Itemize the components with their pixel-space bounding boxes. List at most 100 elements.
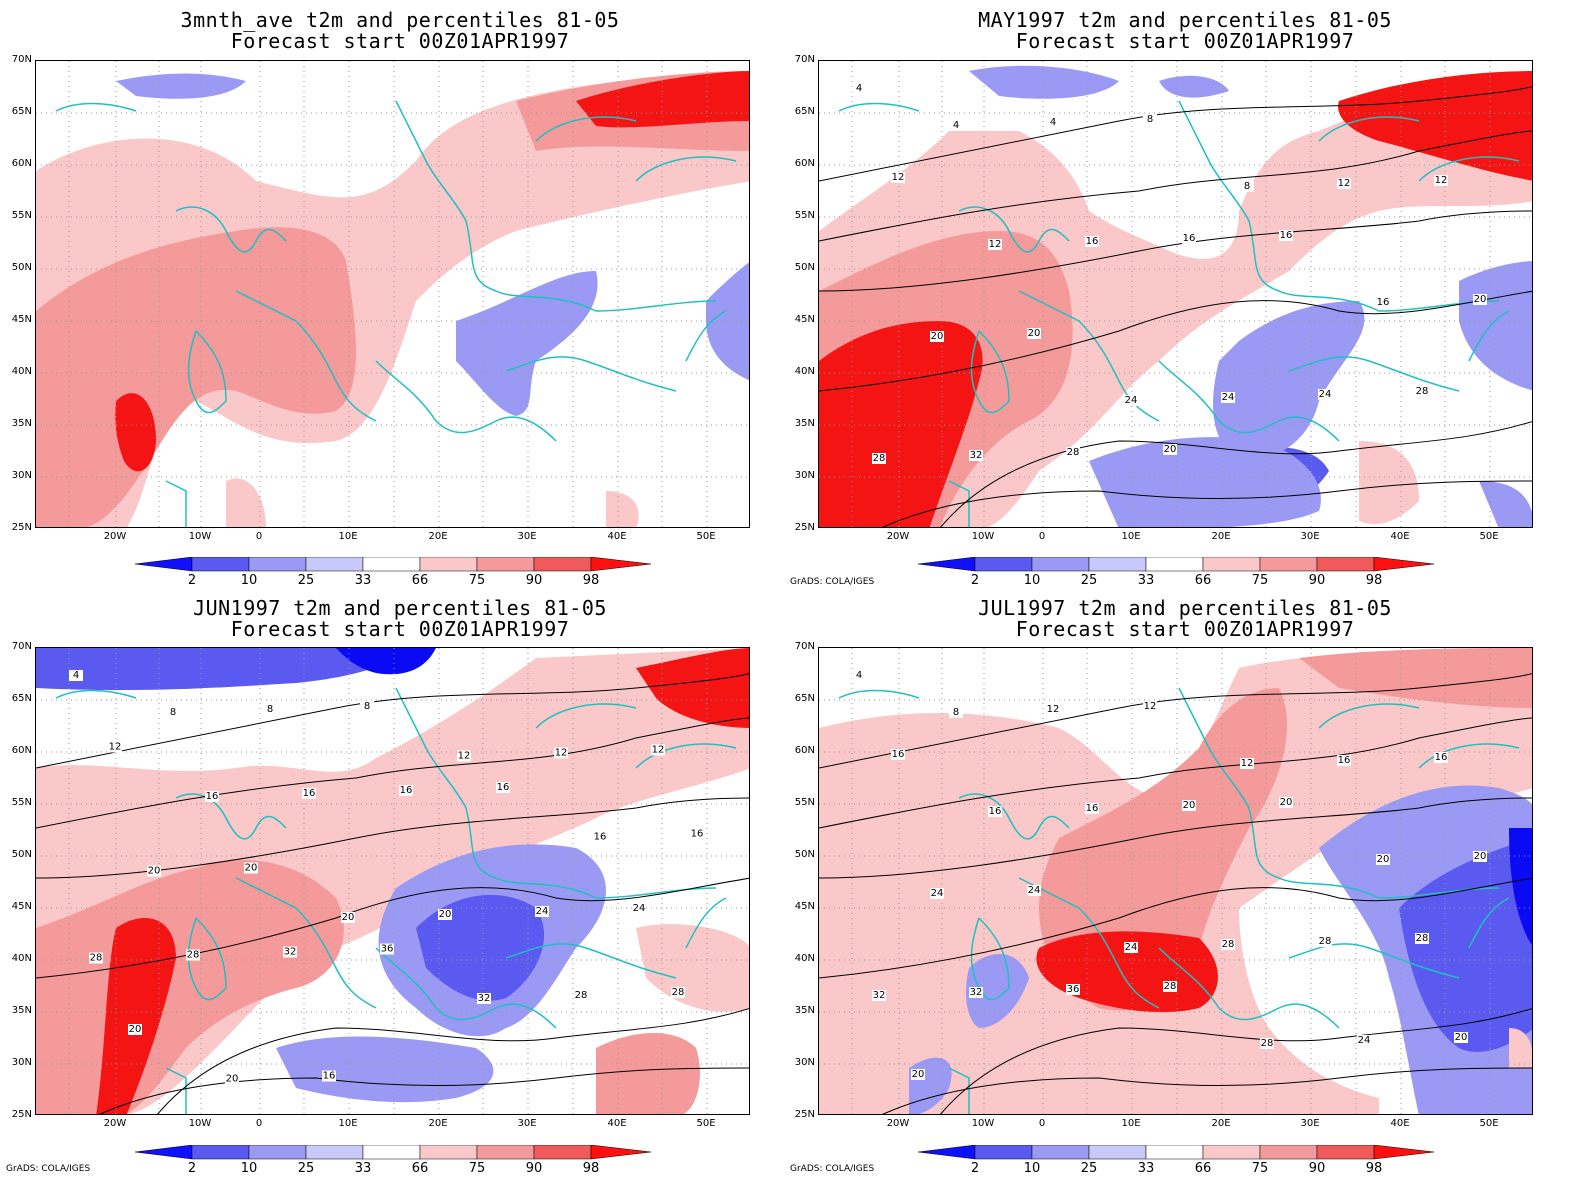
contour-label-bg: [457, 750, 471, 762]
latitude-label: 25N: [794, 1109, 815, 1120]
longitude-label: 30E: [1300, 531, 1320, 542]
coastline: [1158, 360, 1340, 442]
contour-label-bg: [438, 909, 452, 920]
panel-title: 3mnth_ave t2m and percentiles 81-05 Fore…: [150, 10, 650, 52]
contour-label-bg: [108, 741, 122, 753]
longitude-label: 20W: [103, 531, 127, 542]
percentile-shading-region: [1509, 828, 1532, 946]
coastline: [948, 480, 970, 527]
temperature-contour: [940, 1008, 1532, 1114]
contour-label-bg: [554, 747, 568, 759]
percentile-shading-region: [1359, 441, 1419, 525]
contour-label: 20: [245, 863, 258, 874]
coastline: [187, 330, 227, 414]
contour-label-bg: [1163, 981, 1177, 992]
panel-title: JUN1997 t2m and percentiles 81-05 Foreca…: [150, 598, 650, 640]
percentile-shading-region: [966, 954, 1029, 1028]
latitude-label: 55N: [11, 797, 32, 808]
contour-label: 4: [856, 83, 862, 94]
percentile-shading-region: [336, 648, 436, 675]
percentile-shading-region: [1479, 481, 1532, 527]
latitude-label: 30N: [11, 470, 32, 481]
latitude-label: 40N: [794, 953, 815, 964]
coastline: [505, 356, 677, 392]
contour-label-bg: [1240, 181, 1254, 192]
latitude-label: 30N: [794, 1057, 815, 1068]
percentile-shading-region: [1089, 437, 1321, 527]
latitude-label: 45N: [794, 314, 815, 325]
coastline: [838, 102, 920, 112]
percentile-shading-region: [115, 393, 156, 472]
colorbar-low-arrow: [134, 1144, 193, 1160]
contour-label: 8: [1147, 114, 1153, 125]
colorbar: 2 10 25 33 66 75 90 98: [134, 556, 652, 588]
coastline: [1418, 156, 1520, 182]
contour-label-bg: [1046, 117, 1060, 128]
colorbar-segment: [533, 556, 592, 572]
contour-label: 16: [497, 782, 510, 793]
panel-title-line1: 3mnth_ave t2m and percentiles 81-05: [180, 8, 620, 32]
percentile-shading-region: [1509, 1028, 1532, 1068]
colorbar-label: 75: [1251, 1161, 1269, 1176]
longitude-label: 40E: [607, 531, 627, 542]
contour-label-bg: [1279, 797, 1293, 808]
contour-label: 24: [1222, 392, 1235, 403]
latitude-label: 60N: [794, 158, 815, 169]
latitude-label: 35N: [11, 1005, 32, 1016]
percentile-shading-region: [606, 491, 639, 527]
colorbar-label: 33: [354, 573, 372, 588]
contour-label-bg: [1454, 1032, 1468, 1043]
coastline: [958, 793, 1070, 840]
map-frame: 4 8 12 12 12 16 16 16 16 16 20 20 20 20 24 24 24 28 28 28 32…: [818, 647, 1533, 1115]
colorbar-label: 25: [1080, 573, 1098, 588]
contour-label: 28: [1164, 981, 1177, 992]
latitude-label: 55N: [794, 210, 815, 221]
contour-label: 16: [400, 785, 413, 796]
longitude-label: 0: [1038, 531, 1046, 542]
colorbar-label: 75: [468, 1161, 486, 1176]
contour-label: 4: [73, 670, 79, 681]
contour-label: 32: [970, 450, 983, 461]
longitude-label: 0: [255, 531, 263, 542]
contour-label: 28: [90, 953, 103, 964]
percentile-shading-region: [1299, 648, 1532, 708]
contour-label-bg: [1415, 386, 1429, 397]
colorbar-label: 2: [970, 1161, 980, 1176]
contour-label-bg: [166, 707, 180, 718]
colorbar: 2 10 25 33 66 75 90 98: [917, 1144, 1435, 1176]
contour-label: 12: [1047, 704, 1060, 715]
coastline: [838, 689, 920, 699]
colorbar-label: 98: [582, 573, 600, 588]
longitude-label: 30E: [517, 531, 537, 542]
colorbar-label: 2: [187, 1161, 197, 1176]
contour-label: 20: [931, 331, 944, 342]
colorbar-segment: [362, 556, 421, 572]
colorbar-label: 10: [240, 573, 258, 588]
contour-label-bg: [593, 831, 607, 843]
coastline: [1418, 743, 1520, 769]
contour-label-bg: [1066, 984, 1080, 995]
contour-label-bg: [186, 949, 200, 961]
percentile-shading-region: [1399, 838, 1532, 1052]
contour-label: 8: [170, 707, 176, 718]
colorbar-segment: [1259, 1144, 1318, 1160]
percentile-shading-region: [1159, 75, 1229, 98]
contour-label-bg: [1473, 294, 1487, 305]
contour-label: 32: [970, 987, 983, 998]
panel-title-line2: Forecast start 00Z01APR1997: [1015, 29, 1355, 53]
contour-label: 20: [912, 1069, 925, 1080]
temperature-contour: [819, 877, 1532, 979]
contour-label: 16: [1280, 230, 1293, 241]
coastline: [685, 897, 727, 949]
coastline: [535, 116, 637, 142]
longitude-label: 40E: [1390, 1118, 1410, 1129]
coastline: [1318, 116, 1420, 142]
coastline: [165, 480, 187, 527]
coastline: [55, 689, 137, 699]
contour-label-bg: [1318, 389, 1332, 400]
percentile-shading-region: [36, 648, 416, 691]
colorbar-label: 66: [411, 573, 429, 588]
colorbar-segment: [1088, 1144, 1147, 1160]
latitude-label: 25N: [794, 522, 815, 533]
coastline: [505, 943, 677, 979]
